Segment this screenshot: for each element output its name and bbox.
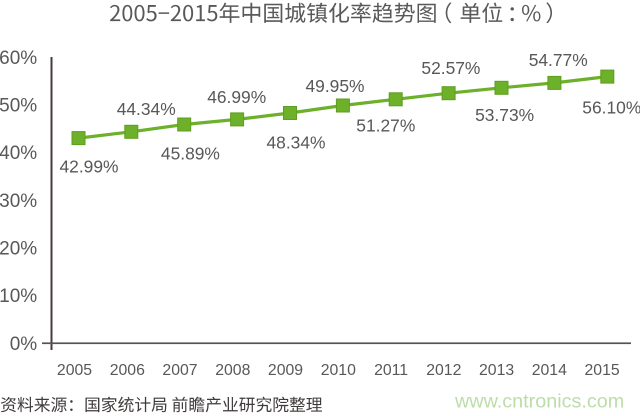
svg-text:56.10%: 56.10% xyxy=(582,98,640,118)
svg-text:2014: 2014 xyxy=(532,362,567,379)
svg-text:2010: 2010 xyxy=(321,362,356,379)
svg-text:20%: 20% xyxy=(0,239,37,260)
svg-text:40%: 40% xyxy=(0,143,37,164)
svg-text:52.57%: 52.57% xyxy=(421,58,480,78)
svg-text:2009: 2009 xyxy=(268,362,303,379)
svg-text:0%: 0% xyxy=(10,334,38,355)
svg-text:46.99%: 46.99% xyxy=(207,87,266,107)
svg-text:48.34%: 48.34% xyxy=(267,133,326,153)
svg-text:2011: 2011 xyxy=(374,362,408,379)
svg-text:60%: 60% xyxy=(0,48,37,69)
svg-text:44.34%: 44.34% xyxy=(117,99,176,119)
svg-text:2006: 2006 xyxy=(110,362,145,379)
svg-text:2008: 2008 xyxy=(215,362,250,379)
svg-text:45.89%: 45.89% xyxy=(161,144,220,164)
svg-text:2007: 2007 xyxy=(162,362,197,379)
svg-text:2005: 2005 xyxy=(57,362,92,379)
svg-text:2015: 2015 xyxy=(585,362,620,379)
svg-text:50%: 50% xyxy=(0,96,37,117)
svg-text:30%: 30% xyxy=(0,191,37,212)
svg-text:2013: 2013 xyxy=(479,362,514,379)
svg-text:10%: 10% xyxy=(0,286,37,307)
svg-text:2012: 2012 xyxy=(426,362,461,379)
svg-text:51.27%: 51.27% xyxy=(356,116,415,136)
svg-text:www.cntronics.com: www.cntronics.com xyxy=(454,391,624,413)
svg-text:49.95%: 49.95% xyxy=(306,76,365,96)
svg-text:53.73%: 53.73% xyxy=(475,105,534,125)
svg-text:54.77%: 54.77% xyxy=(529,50,588,70)
svg-text:42.99%: 42.99% xyxy=(60,157,119,177)
